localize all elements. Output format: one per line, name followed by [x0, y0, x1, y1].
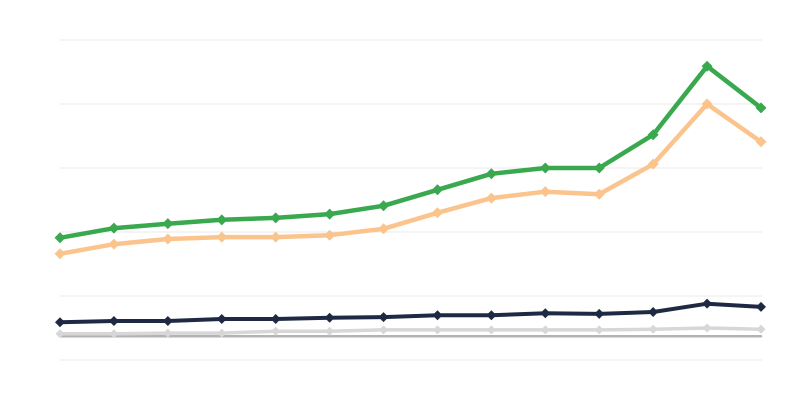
- series-2-peach-marker: [755, 136, 767, 148]
- series-2-peach-marker: [485, 192, 497, 204]
- series-4-light-gray-marker: [756, 324, 766, 334]
- series-3-navy-marker: [270, 314, 281, 325]
- series-3-navy-marker: [702, 298, 713, 309]
- series-4-light-gray-marker: [702, 323, 712, 333]
- series-3-navy-marker: [108, 315, 119, 326]
- series-2-peach-marker: [108, 238, 120, 250]
- series-2-peach-marker: [539, 186, 551, 198]
- series-1-green-marker: [539, 162, 551, 174]
- series-1-green-marker: [647, 129, 659, 141]
- series-2-peach-marker: [378, 223, 390, 235]
- series-4-light-gray-marker: [379, 325, 389, 335]
- series-4-light-gray-marker: [55, 329, 65, 339]
- series-4-light-gray-marker: [217, 328, 227, 338]
- series-3-navy-marker: [540, 308, 551, 319]
- series-3-navy-marker: [486, 310, 497, 321]
- series-3-navy-marker: [432, 310, 443, 321]
- series-4-light-gray-marker: [163, 328, 173, 338]
- series-2-peach-marker: [647, 158, 659, 170]
- series-2-peach-line: [57, 101, 764, 257]
- series-4-light-gray-marker: [432, 325, 442, 335]
- series-4-light-gray-line: [58, 326, 763, 336]
- series-2-peach-marker: [593, 188, 605, 200]
- series-4-light-gray-marker: [594, 325, 604, 335]
- series-3-navy-marker: [55, 317, 65, 328]
- series-4-light-gray-marker: [486, 325, 496, 335]
- series-1-green-marker: [593, 162, 605, 174]
- series-1-green-marker: [162, 218, 174, 230]
- series-3-navy-marker: [216, 314, 227, 325]
- series-1-green-marker: [755, 102, 767, 114]
- series-2-peach-marker: [270, 231, 282, 243]
- series-3-navy-marker: [648, 307, 659, 317]
- series-2-peach-marker: [216, 231, 228, 243]
- series-2-peach-marker: [162, 233, 174, 245]
- series-2-peach-marker: [54, 248, 66, 260]
- series-1-green-line: [57, 63, 764, 241]
- series-3-navy-marker: [162, 315, 173, 326]
- series-1-green-marker: [485, 168, 497, 180]
- series-1-green-marker: [324, 208, 336, 220]
- series-4-light-gray-marker: [540, 325, 550, 335]
- series-2-peach-marker: [324, 229, 336, 241]
- series-2-peach-marker: [431, 207, 443, 219]
- series-2-peach-marker: [701, 98, 713, 110]
- series-4-light-gray-marker: [325, 326, 335, 336]
- series-3-navy-marker: [594, 308, 605, 319]
- series-3-navy-line: [58, 301, 763, 325]
- series-1-green-marker: [108, 222, 120, 234]
- series-1-green-marker: [701, 60, 713, 72]
- series-1-green-marker: [431, 184, 443, 196]
- series-4-light-gray-marker: [109, 329, 119, 339]
- series-1-green-marker: [216, 214, 228, 226]
- series-3-navy-marker: [756, 301, 766, 312]
- series-1-green-marker: [54, 232, 66, 244]
- series-3-navy-marker: [378, 312, 389, 323]
- series-4-light-gray-marker: [271, 326, 281, 336]
- series-3-navy-marker: [324, 312, 335, 323]
- series-1-green-marker: [378, 200, 390, 212]
- series-1-green-marker: [270, 212, 282, 224]
- series-4-light-gray-marker: [648, 324, 658, 334]
